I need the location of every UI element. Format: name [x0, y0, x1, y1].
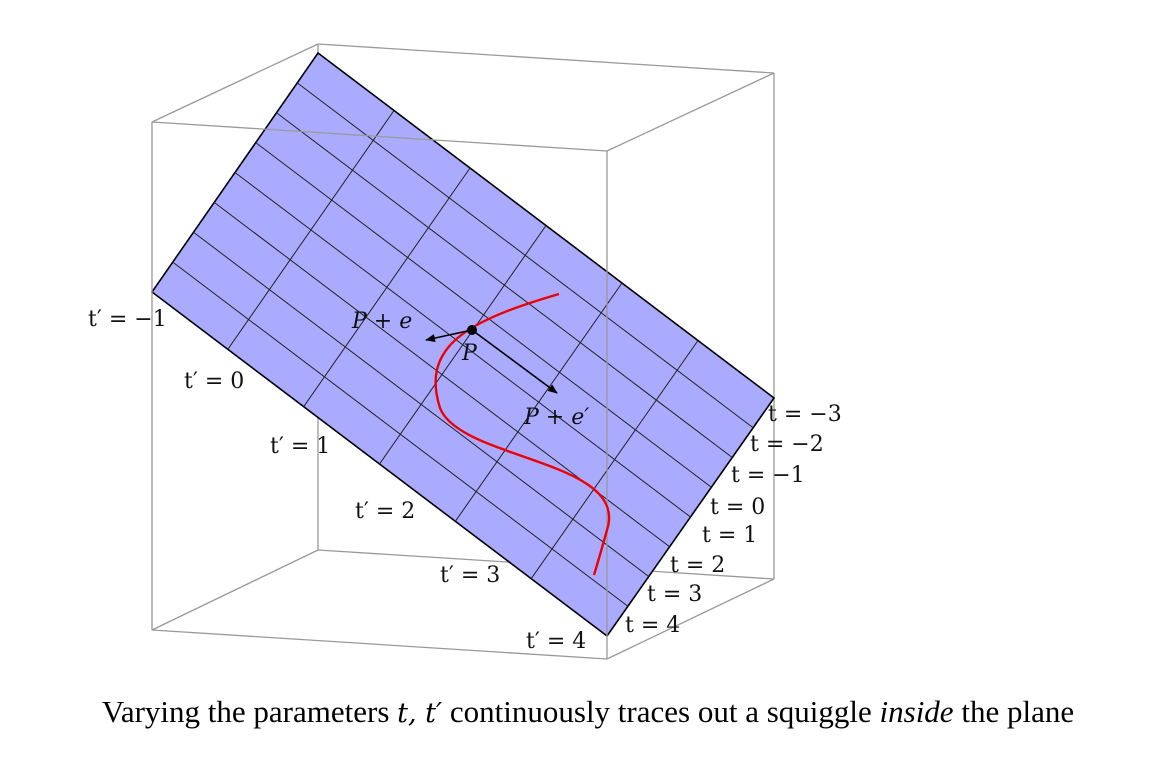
point-p-label: P [461, 341, 478, 366]
point-p-plus-e-prime-label: P + e′ [523, 405, 589, 430]
t-prime-label: t′ = 4 [526, 629, 586, 654]
point-p-dot [467, 325, 477, 335]
t-prime-label: t′ = 0 [184, 369, 244, 394]
t-prime-labels: t′ = −1 t′ = 0 t′ = 1 t′ = 2 t′ = 3 t′ =… [88, 307, 586, 654]
t-labels: t = −3 t = −2 t = −1 t = 0 t = 1 t = 2 t… [625, 402, 842, 638]
t-label: t = −2 [750, 432, 824, 457]
t-prime-grid-line [379, 225, 547, 465]
vector-e-arrow [425, 329, 473, 342]
t-label: t = 4 [625, 613, 680, 638]
figure-caption: Varying the parameters t, t′ continuousl… [0, 694, 1176, 730]
t-prime-label: t′ = 1 [270, 434, 330, 459]
t-prime-label: t′ = −1 [88, 307, 167, 332]
t-prime-grid-line [227, 110, 395, 350]
t-prime-label: t′ = 2 [355, 499, 415, 524]
caption-math: t, t′ [397, 698, 443, 729]
t-label: t = 3 [647, 582, 702, 607]
caption-mid: continuously traces out a squiggle [442, 694, 880, 729]
vector-e-prime-arrow [471, 329, 558, 394]
box-front-edges [151, 72, 775, 660]
squiggle-curve [434, 292, 611, 576]
tp-grid-lines [227, 110, 699, 579]
t-label: t = 2 [670, 553, 725, 578]
caption-pre: Varying the parameters [101, 694, 398, 729]
t-label: t = 0 [710, 495, 765, 520]
t-prime-grid-line [530, 340, 699, 579]
t-label: t = −1 [731, 463, 805, 488]
caption-post: the plane [953, 694, 1075, 729]
t-label: t = −3 [768, 402, 842, 427]
t-prime-grid-line [454, 282, 623, 522]
plane-diagram: P P + e P + e′ t = −3 t = −2 t = −1 t = … [88, 43, 842, 660]
t-prime-label: t′ = 3 [440, 563, 500, 588]
caption-emph: inside [879, 694, 954, 729]
t-prime-grid-line [303, 167, 471, 407]
point-p-plus-e-label: P + e [351, 309, 412, 334]
t-label: t = 1 [702, 523, 757, 548]
